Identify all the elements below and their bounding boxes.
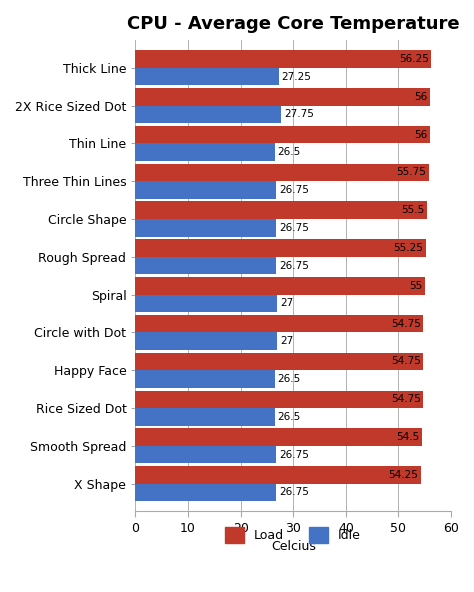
Bar xyxy=(136,429,422,446)
Bar xyxy=(136,446,276,464)
Bar xyxy=(136,143,275,161)
Bar xyxy=(136,466,421,484)
Bar xyxy=(136,181,276,199)
Text: 54.75: 54.75 xyxy=(391,394,421,404)
Text: 54.75: 54.75 xyxy=(391,356,421,366)
Bar xyxy=(136,219,276,237)
Text: 55.75: 55.75 xyxy=(396,168,426,178)
Text: 26.75: 26.75 xyxy=(279,487,309,497)
Text: 26.5: 26.5 xyxy=(277,374,301,384)
Text: 26.5: 26.5 xyxy=(277,412,301,422)
Text: 56: 56 xyxy=(414,130,428,140)
Text: 26.75: 26.75 xyxy=(279,450,309,459)
Text: 27.75: 27.75 xyxy=(284,110,314,120)
Text: 26.75: 26.75 xyxy=(279,185,309,195)
Text: 55: 55 xyxy=(409,281,422,291)
Title: CPU - Average Core Temperature: CPU - Average Core Temperature xyxy=(127,15,460,33)
Bar xyxy=(136,239,426,257)
Bar xyxy=(136,201,428,219)
Text: 26.5: 26.5 xyxy=(277,147,301,157)
Bar xyxy=(136,163,428,181)
Bar xyxy=(136,333,277,350)
Bar xyxy=(136,126,430,143)
Text: 54.25: 54.25 xyxy=(388,470,418,480)
Text: 54.5: 54.5 xyxy=(396,432,419,442)
Bar xyxy=(136,295,277,312)
Text: 55.5: 55.5 xyxy=(401,205,425,215)
Text: 27: 27 xyxy=(280,336,293,346)
Bar xyxy=(136,105,282,123)
Text: 27.25: 27.25 xyxy=(282,72,311,82)
Bar xyxy=(136,353,423,370)
Text: 26.75: 26.75 xyxy=(279,223,309,233)
Bar xyxy=(136,257,276,274)
Text: 55.25: 55.25 xyxy=(393,243,423,253)
Bar xyxy=(136,484,276,501)
Text: 27: 27 xyxy=(280,298,293,308)
Text: 26.75: 26.75 xyxy=(279,260,309,271)
Bar xyxy=(136,315,423,333)
Text: 54.75: 54.75 xyxy=(391,318,421,329)
Bar xyxy=(136,391,423,408)
Bar xyxy=(136,50,431,67)
Legend: Load, Idle: Load, Idle xyxy=(220,522,366,548)
Bar xyxy=(136,88,430,105)
Bar xyxy=(136,370,275,388)
Bar xyxy=(136,408,275,426)
Text: 56.25: 56.25 xyxy=(399,54,428,64)
Bar xyxy=(136,67,279,85)
Bar xyxy=(136,277,425,295)
X-axis label: Celcius: Celcius xyxy=(271,540,316,554)
Text: 56: 56 xyxy=(414,92,428,102)
